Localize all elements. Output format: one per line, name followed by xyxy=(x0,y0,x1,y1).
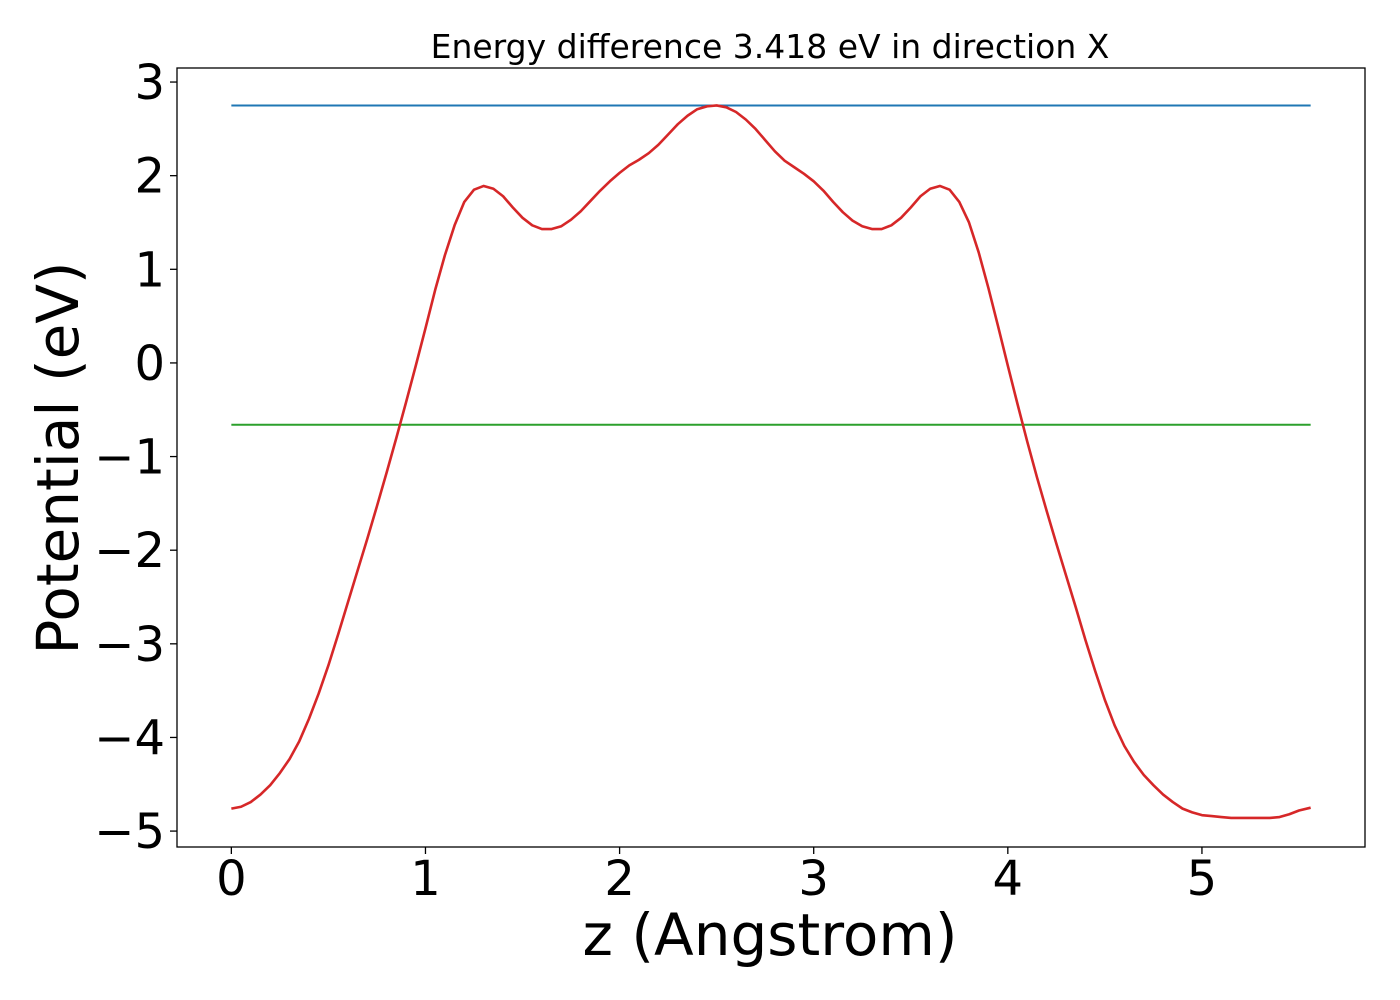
x-tick-label: 4 xyxy=(993,851,1024,907)
y-tick-label: 1 xyxy=(134,242,165,298)
x-axis: 0 1 2 3 4 5 xyxy=(216,847,1217,907)
y-tick-label: −2 xyxy=(94,523,165,579)
y-tick-label: 0 xyxy=(134,336,165,392)
y-tick-label: 2 xyxy=(134,149,165,205)
y-axis: −5 −4 −3 −2 −1 0 1 2 3 xyxy=(94,55,177,860)
x-tick-label: 3 xyxy=(798,851,829,907)
potential-curve xyxy=(231,104,1311,820)
x-tick-label: 1 xyxy=(410,851,441,907)
plot-frame xyxy=(176,67,1366,848)
x-tick-label: 5 xyxy=(1187,851,1218,907)
y-tick-label: −4 xyxy=(94,710,165,766)
y-tick-label: 3 xyxy=(134,55,165,111)
x-tick-label: 0 xyxy=(216,851,247,907)
y-tick-label: −5 xyxy=(94,804,165,860)
chart-title: Energy difference 3.418 eV in direction … xyxy=(431,27,1110,66)
x-axis-label: z (Angstrom) xyxy=(583,901,958,969)
y-axis-label: Potential (eV) xyxy=(24,261,92,654)
y-tick-label: −3 xyxy=(94,617,165,673)
series-layer xyxy=(231,104,1311,820)
x-tick-label: 2 xyxy=(604,851,635,907)
y-tick-label: −1 xyxy=(94,430,165,486)
